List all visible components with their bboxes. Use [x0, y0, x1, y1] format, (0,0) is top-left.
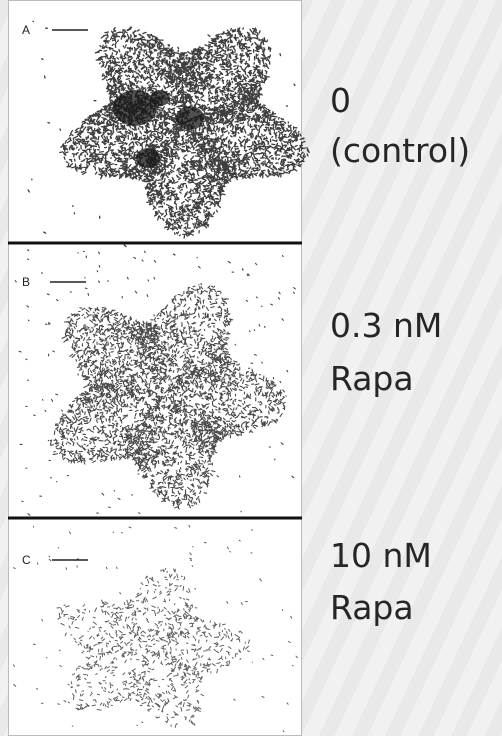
condition-label: 0 — [330, 81, 351, 120]
condition-label: Rapa — [330, 588, 414, 627]
panel-letter: C — [22, 553, 31, 567]
panel-letter: A — [22, 23, 30, 37]
condition-label: (control) — [330, 131, 470, 170]
labels: 0 (control) 0.3 nM Rapa 10 nM Rapa — [330, 81, 470, 627]
dense-region — [176, 106, 204, 130]
condition-label: 0.3 nM — [330, 306, 442, 345]
micrographs: A B C — [12, 20, 310, 733]
panel-letter: B — [22, 275, 30, 289]
dense-region — [113, 90, 157, 126]
micrograph-speckles — [14, 250, 296, 516]
dense-region — [150, 90, 170, 106]
dense-region — [136, 148, 160, 168]
condition-label: Rapa — [330, 359, 414, 398]
micrograph-speckles — [12, 524, 298, 733]
condition-label: 10 nM — [330, 536, 432, 575]
